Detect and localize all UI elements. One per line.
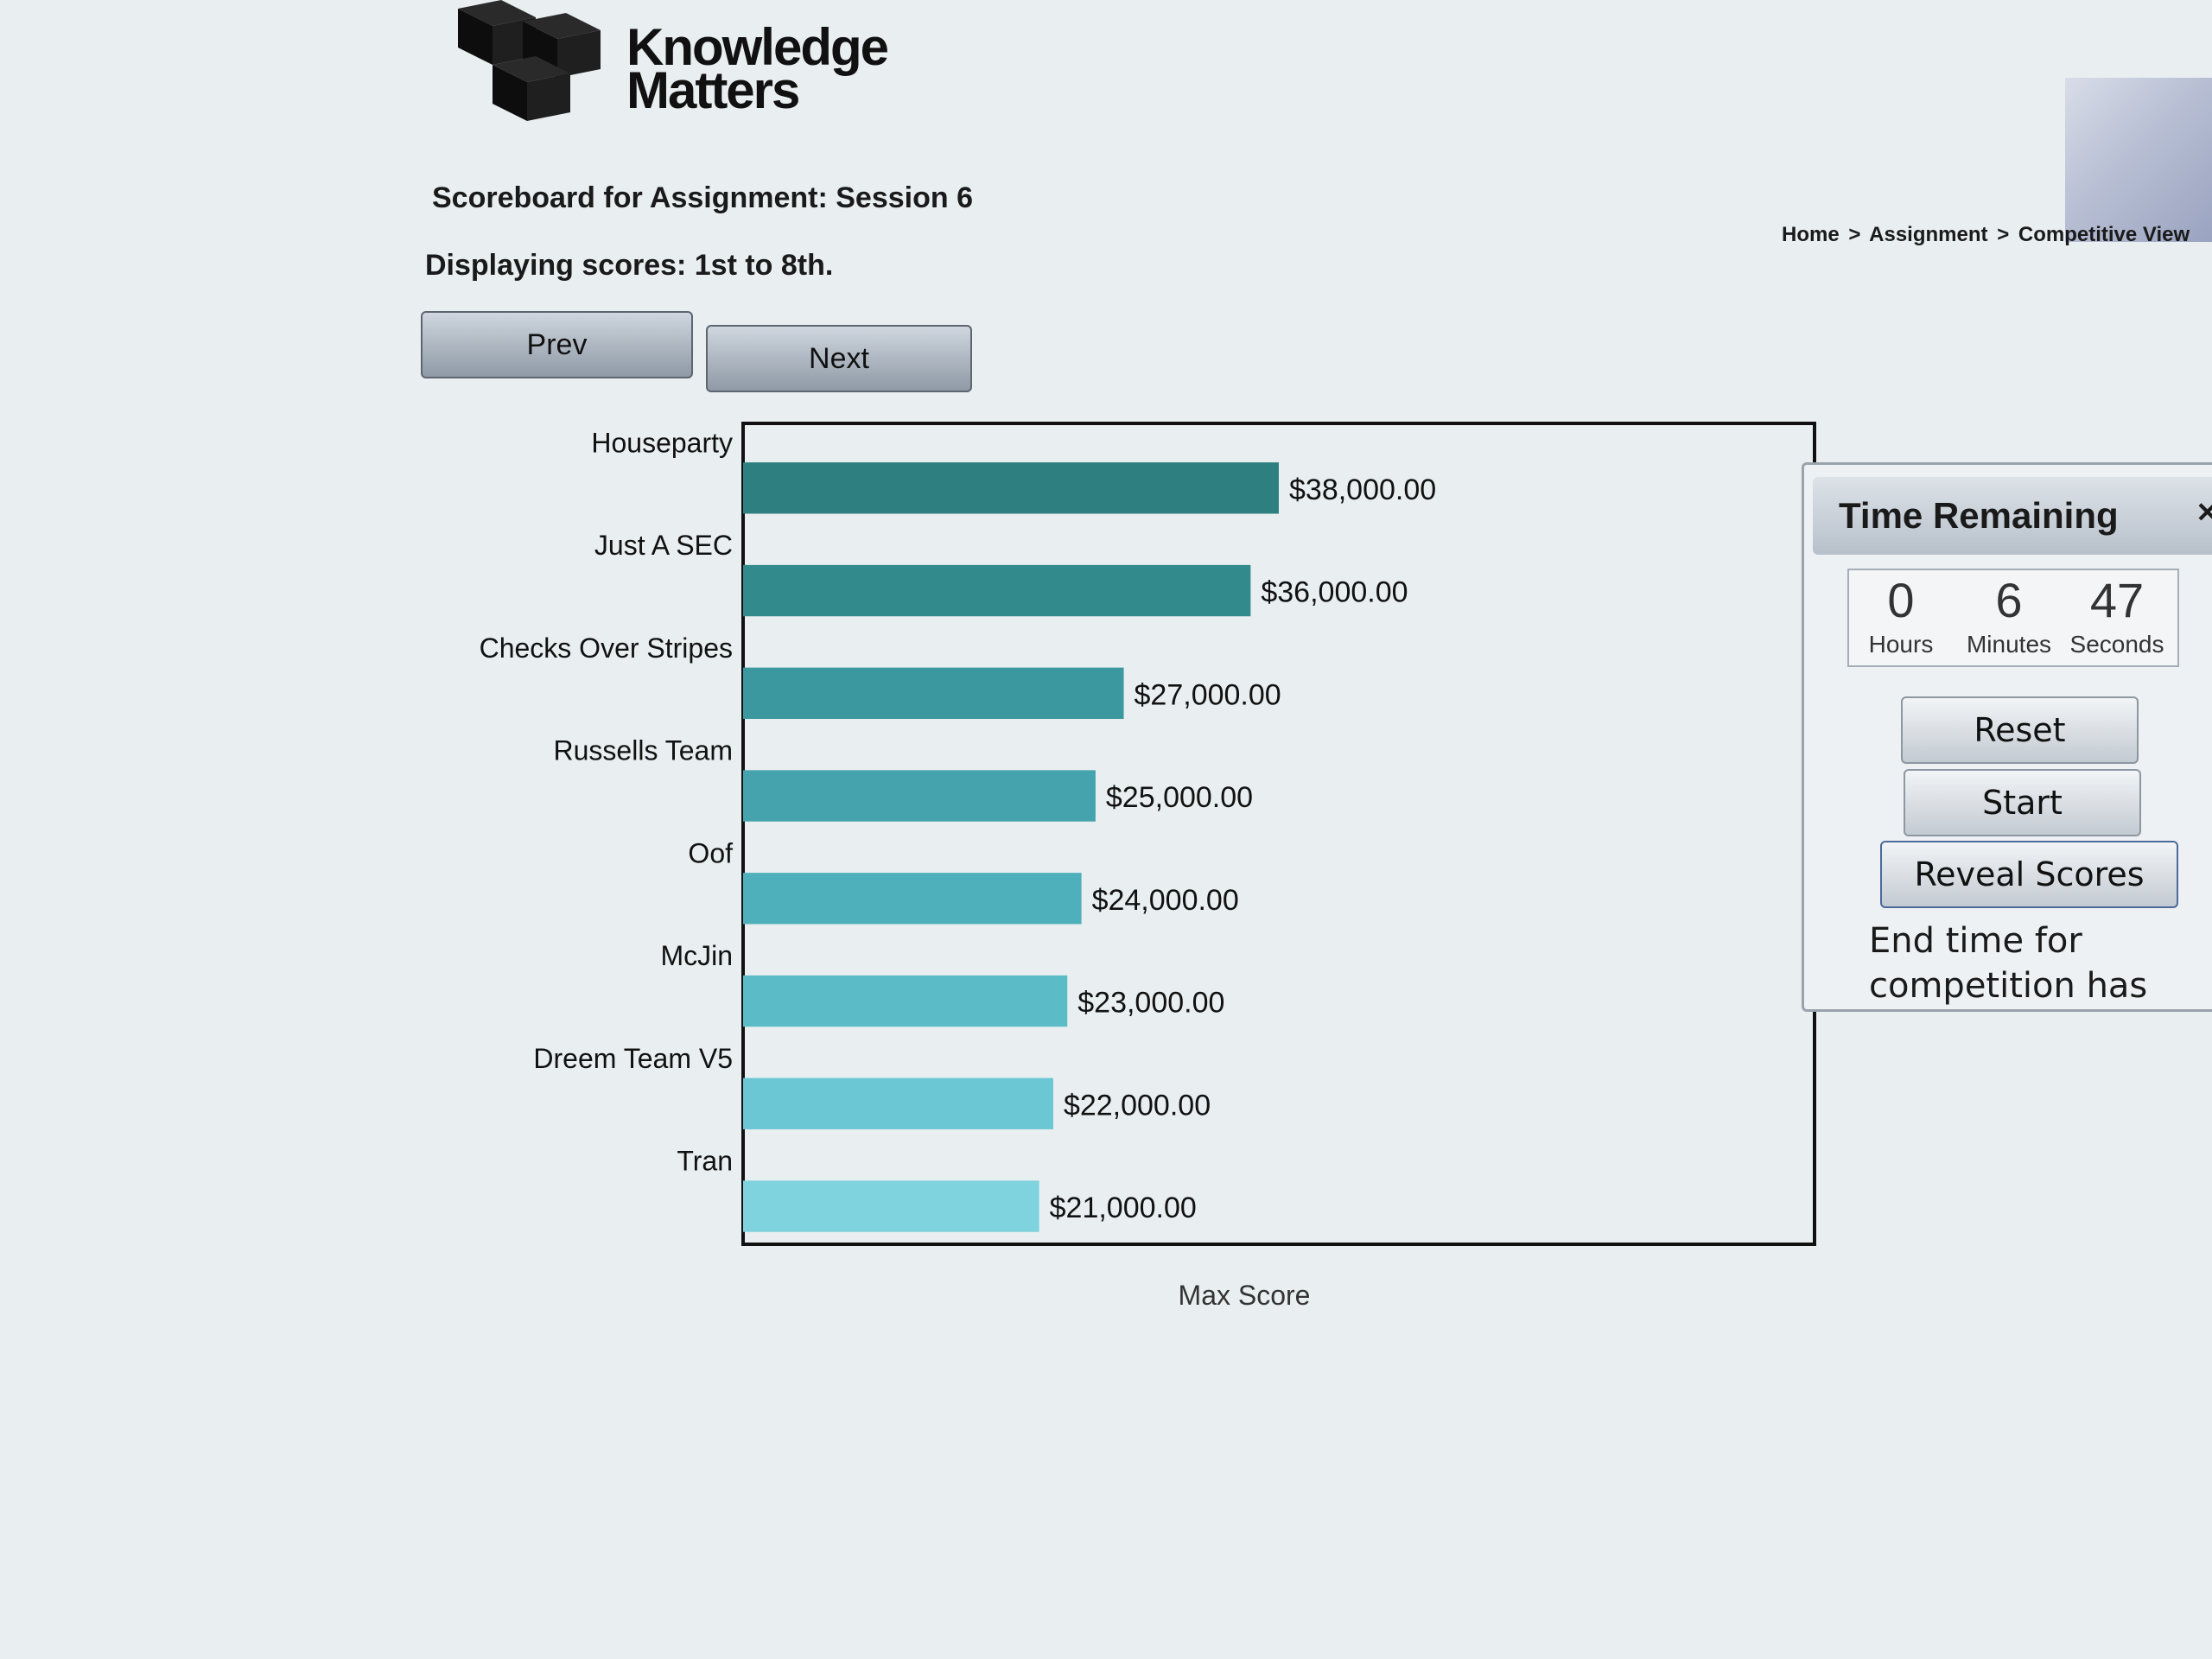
brand-name: Knowledge Matters — [626, 18, 889, 119]
score-chart-svg: Houseparty $38,000.00 Just A SEC $36,000.00… — [480, 422, 1816, 1311]
minutes-unit: 6 Minutes — [1957, 570, 2061, 658]
start-button[interactable]: Start — [1904, 769, 2141, 836]
seconds-unit: 47 Seconds — [2065, 570, 2169, 658]
team-label: Checks Over Stripes — [480, 632, 733, 664]
score-value-label: $23,000.00 — [1077, 987, 1224, 1020]
team-label: Tran — [677, 1146, 733, 1177]
breadcrumb-separator: > — [1848, 223, 1861, 246]
score-value-label: $25,000.00 — [1106, 781, 1253, 814]
breadcrumb: Home > Assignment > Competitive View — [1782, 223, 2190, 247]
brand-logo: Knowledge Matters — [441, 0, 890, 130]
breadcrumb-separator: > — [1997, 223, 2010, 246]
timer-note-line1: End time for — [1869, 921, 2082, 961]
score-bar — [743, 1077, 1053, 1129]
minutes-label: Minutes — [1966, 631, 2052, 658]
team-label: Russells Team — [554, 735, 733, 766]
timer-note-line2: competition has — [1869, 966, 2148, 1006]
score-bar — [743, 873, 1082, 925]
page-subtitle: Displaying scores: 1st to 8th. — [425, 249, 834, 282]
team-label: Dreem Team V5 — [533, 1043, 733, 1074]
score-bar — [743, 462, 1279, 514]
brand-name-line1: Knowledge — [626, 18, 889, 76]
breadcrumb-home[interactable]: Home — [1782, 223, 1840, 246]
team-label: Houseparty — [591, 427, 733, 458]
page-title: Scoreboard for Assignment: Session 6 — [432, 181, 973, 214]
header-banner — [2065, 78, 2212, 242]
score-value-label: $36,000.00 — [1261, 576, 1408, 609]
score-value-label: $24,000.00 — [1092, 884, 1239, 917]
minutes-value: 6 — [1995, 573, 2023, 627]
score-bar — [743, 667, 1124, 719]
timer-panel: Time Remaining ✕ 0 Hours 6 Minutes 47 Se… — [1802, 462, 2212, 1012]
prev-button[interactable]: Prev — [421, 311, 693, 378]
seconds-label: Seconds — [2069, 631, 2164, 658]
score-bar — [743, 1180, 1039, 1232]
team-label: McJin — [660, 940, 733, 971]
breadcrumb-competitive-view[interactable]: Competitive View — [2018, 223, 2190, 246]
countdown-display: 0 Hours 6 Minutes 47 Seconds — [1847, 569, 2179, 667]
breadcrumb-assignment[interactable]: Assignment — [1869, 223, 1988, 246]
timer-title: Time Remaining — [1839, 495, 2119, 536]
seconds-value: 47 — [2089, 573, 2145, 627]
score-value-label: $21,000.00 — [1050, 1192, 1197, 1224]
brand-name-line2: Matters — [626, 61, 800, 119]
close-icon[interactable]: ✕ — [2196, 497, 2212, 528]
timer-header: Time Remaining ✕ — [1813, 477, 2212, 555]
score-chart: Houseparty $38,000.00 Just A SEC $36,000.00… — [467, 406, 1832, 1339]
hours-unit: 0 Hours — [1849, 570, 1953, 658]
team-label: Just A SEC — [594, 530, 733, 561]
hours-label: Hours — [1868, 631, 1934, 658]
score-bar — [743, 770, 1096, 822]
score-bar — [743, 564, 1251, 617]
score-bar — [743, 975, 1068, 1027]
score-value-label: $27,000.00 — [1135, 678, 1281, 711]
hours-value: 0 — [1887, 573, 1915, 627]
timer-note: End time for competition has — [1869, 918, 2147, 1008]
reset-button[interactable]: Reset — [1901, 696, 2139, 764]
score-value-label: $22,000.00 — [1064, 1089, 1211, 1122]
logo-mark-icon — [458, 0, 601, 121]
score-value-label: $38,000.00 — [1289, 474, 1436, 506]
reveal-scores-button[interactable]: Reveal Scores — [1880, 841, 2178, 908]
next-button[interactable]: Next — [706, 325, 972, 392]
x-axis-label: Max Score — [1179, 1280, 1311, 1311]
team-label: Oof — [688, 837, 733, 868]
